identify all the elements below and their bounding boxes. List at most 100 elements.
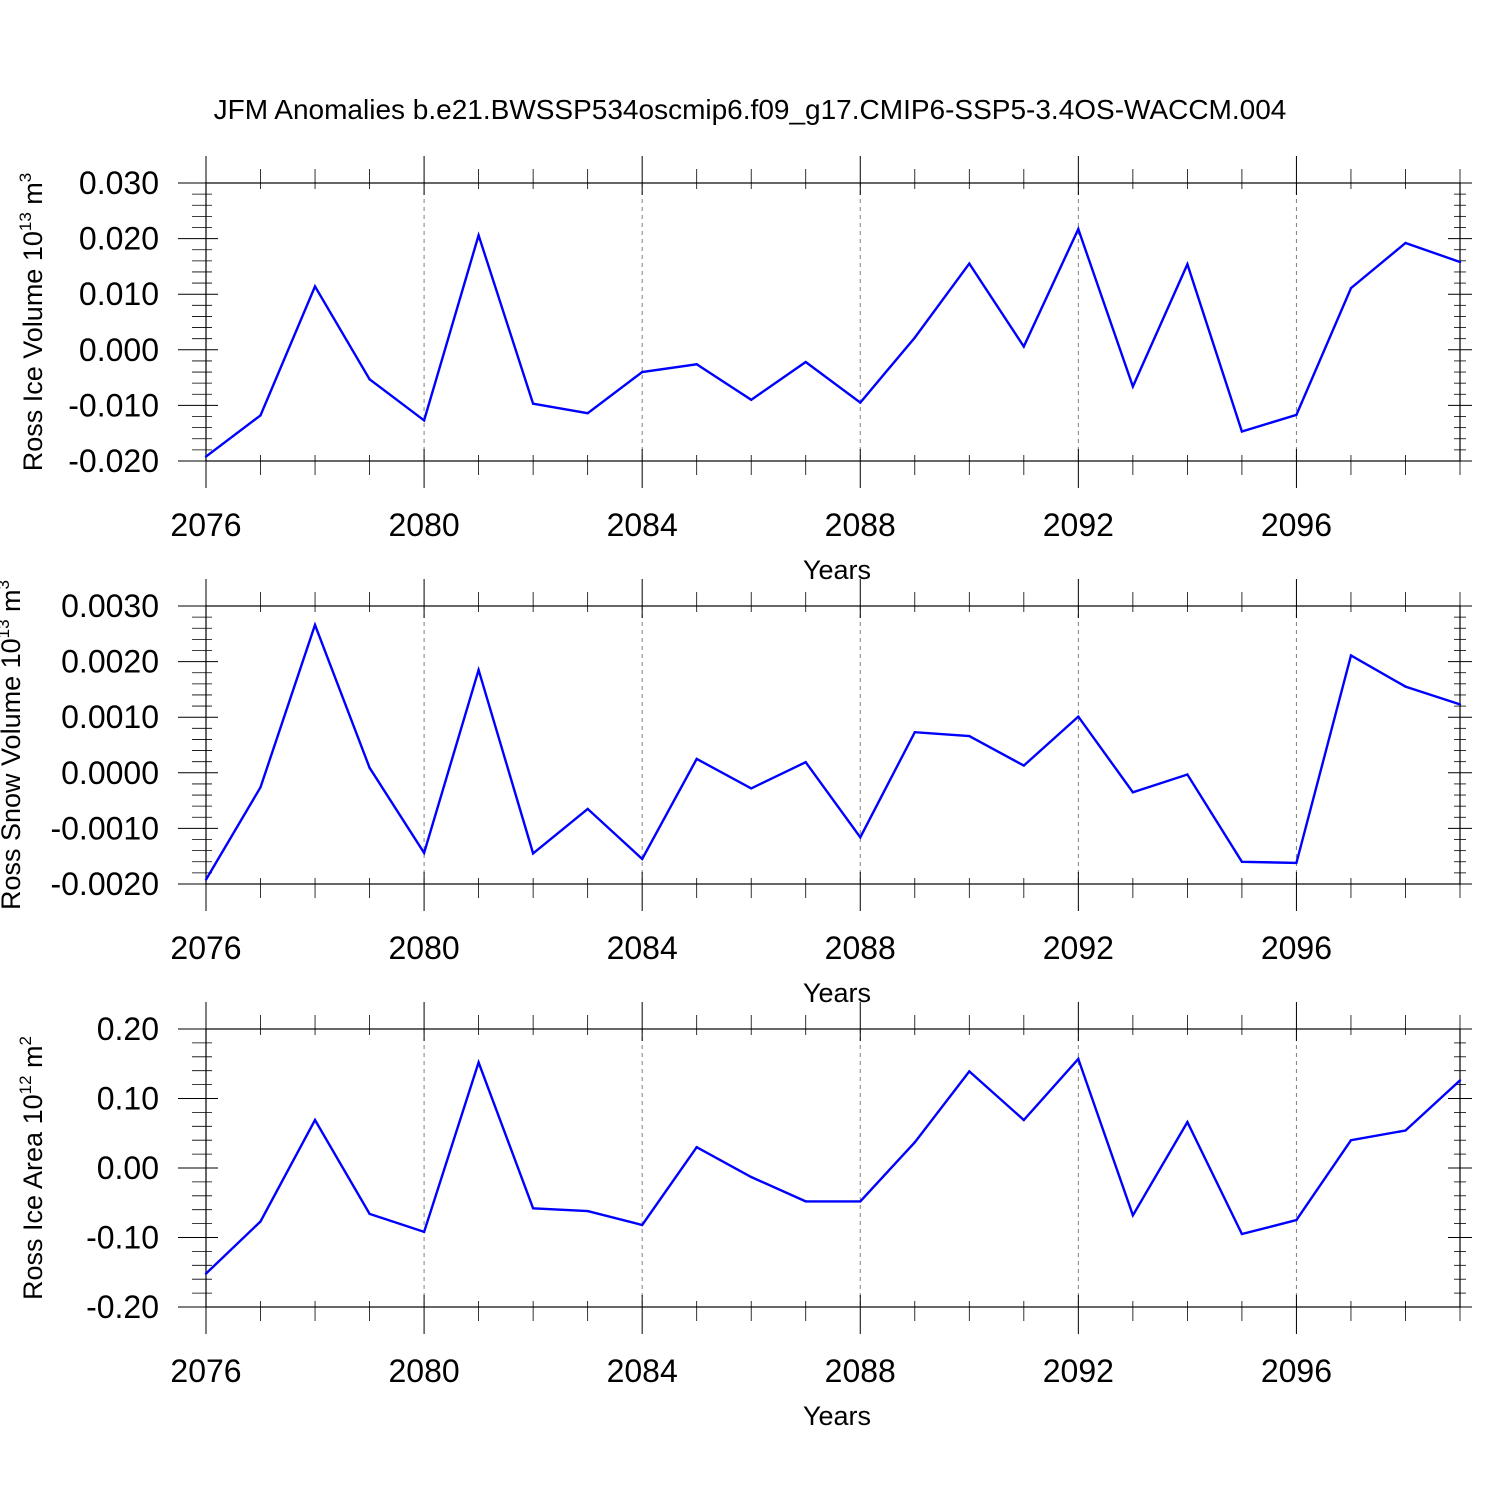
y-tick-label: -0.010 [68,387,159,423]
y-tick-label: -0.020 [68,443,159,479]
data-point [968,1070,971,1073]
data-point [1186,773,1189,776]
data-point [968,262,971,265]
y-tick-label: -0.0010 [50,810,159,846]
y-tick-label: 0.030 [79,165,159,201]
data-point [804,1200,807,1203]
data-point [859,401,862,404]
y-tick-label: -0.0020 [50,866,159,902]
plot-frame [205,605,1461,885]
y-tick-label: -0.10 [86,1220,159,1256]
data-point [368,1212,371,1216]
data-point [1240,1232,1244,1236]
panel-ross-ice-volume: -0.020 -0.010 0.000 0.010 0.020 0.030 2076 2080… [16,156,1472,585]
data-point [1131,791,1135,794]
data-point [1404,1129,1407,1132]
x-tick-label: 2088 [825,930,896,966]
x-tick-label: 2080 [388,930,459,966]
data-point [259,414,262,417]
x-tick-label: 2076 [170,930,241,966]
x-tick-label: 2084 [607,930,678,966]
data-point [204,878,208,881]
data-point [695,1145,698,1149]
x-tick-label: 2096 [1261,1353,1332,1389]
data-point [1022,1118,1026,1122]
x-axis-label: Years [803,555,871,585]
data-point [586,1209,589,1213]
x-axis-label: Years [803,978,871,1008]
series-line [204,621,1461,881]
data-point [750,1175,753,1179]
data-point [1077,227,1080,231]
data-point [640,370,644,374]
x-axis-label: Years [803,1401,871,1431]
data-point [204,1272,208,1275]
data-point [1349,286,1353,290]
data-point [586,411,589,415]
x-tick-label: 2076 [170,507,241,543]
y-tick-label: 0.0020 [61,644,159,680]
y-tick-label: 0.10 [97,1081,159,1117]
data-point [422,851,426,855]
data-point [477,1061,480,1064]
data-point [1131,385,1135,388]
data-point [1404,241,1407,245]
panel-ross-snow-volume: -0.0020 -0.0010 0.0000 0.0010 0.0020 0.0030 20… [0,579,1472,1008]
x-tick-label: 2096 [1261,930,1332,966]
x-tick-label: 2084 [607,1353,678,1389]
data-point [804,360,807,364]
data-point [477,668,480,672]
data-point [1295,1218,1298,1222]
data-point [1240,860,1244,863]
data-point [1458,703,1462,706]
y-axis-label: Ross Ice Area 1012 m2 [16,1036,48,1300]
data-point [1186,1120,1189,1124]
y-tick-label: -0.20 [86,1289,159,1325]
data-point [750,787,753,790]
data-point [313,1118,317,1122]
data-point [640,857,644,861]
y-tick-label: 0.0010 [61,699,159,735]
data-point [1022,345,1026,348]
y-tick-label: 0.010 [79,276,159,312]
data-point [531,1207,535,1210]
y-tick-label: 0.0000 [61,755,159,791]
data-point [640,1223,644,1227]
y-tick-label: 0.020 [79,221,159,257]
x-tick-label: 2088 [825,507,896,543]
series-line [205,225,1461,458]
data-point [259,1220,262,1223]
panels: -0.020 -0.010 0.000 0.010 0.020 0.030 2076 2080… [0,156,1472,1431]
data-point [422,1230,426,1234]
data-point [913,1141,916,1144]
x-tick-label: 2092 [1043,930,1114,966]
data-point [913,731,916,734]
data-point [1186,262,1189,266]
data-point [913,336,916,339]
data-point [531,402,535,405]
data-point [259,786,262,789]
x-tick-label: 2084 [607,507,678,543]
data-point [1458,260,1462,264]
y-axis-label: Ross Snow Volume 1013 m3 [0,580,26,910]
data-point [1349,654,1353,657]
data-point [1295,413,1298,417]
data-point [1404,685,1407,688]
data-point [1240,430,1244,433]
y-tick-label: 0.00 [97,1150,159,1186]
x-tick-label: 2092 [1043,1353,1114,1389]
data-point [586,807,589,811]
data-point [1077,715,1080,718]
data-point [968,734,971,738]
plot-frame [205,1028,1461,1308]
x-tick-label: 2076 [170,1353,241,1389]
data-point [368,766,371,769]
data-point [477,234,480,237]
series-line [205,1056,1461,1275]
panel-ross-ice-area: -0.20 -0.10 0.00 0.10 0.20 2076 2080 2084 2088 20… [16,1002,1472,1431]
data-point [695,757,698,761]
plot-frame [205,182,1461,462]
data-point [750,398,753,402]
data-point [368,378,371,381]
